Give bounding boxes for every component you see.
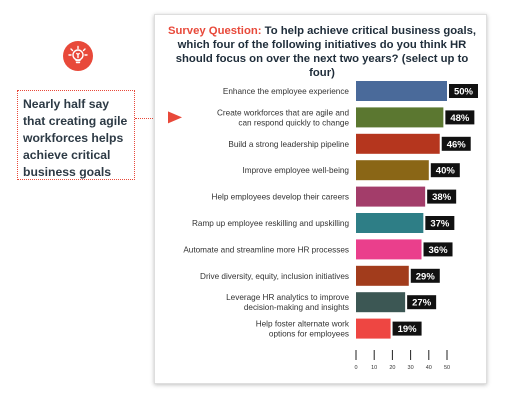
data-label-box — [425, 216, 455, 230]
category-label: Improve employee well-being — [243, 166, 350, 175]
data-label: 37% — [430, 219, 450, 230]
x-tick-label: 10 — [371, 365, 377, 371]
category-label: Ramp up employee reskilling and upskilli… — [192, 219, 349, 228]
x-tick-label: 20 — [389, 365, 395, 371]
callout-text: Nearly half say that creating agile work… — [23, 97, 128, 179]
bar — [356, 160, 429, 181]
data-label: 38% — [432, 192, 452, 203]
lightbulb-icon — [63, 41, 93, 71]
data-label: 48% — [450, 113, 470, 124]
category-label: Create workforces that are agile and — [217, 108, 349, 117]
callout-box — [17, 90, 135, 180]
category-label: Help foster alternate work — [256, 320, 350, 329]
data-label: 46% — [447, 139, 467, 150]
bar — [356, 265, 409, 286]
bar — [356, 213, 424, 233]
bar — [356, 107, 444, 128]
bar — [356, 318, 391, 339]
data-label: 36% — [429, 245, 449, 256]
data-label: 29% — [416, 271, 436, 282]
category-label: Enhance the employee experience — [223, 87, 350, 96]
callout-arrow-icon — [168, 111, 182, 124]
chart-title-text: To help achieve critical business goals,… — [175, 25, 477, 79]
chart-title-lead: Survey Question: — [167, 25, 262, 37]
x-tick-label: 50 — [444, 365, 450, 371]
category-label: Build a strong leadership pipeline — [228, 140, 349, 149]
data-label-box — [407, 295, 437, 310]
data-label-box — [441, 136, 471, 151]
data-label-box — [445, 110, 475, 125]
data-label-box — [449, 84, 478, 98]
data-label-box — [392, 321, 422, 336]
data-label-box — [430, 163, 460, 178]
chart-title: Survey Question: To help achieve critica… — [162, 24, 482, 80]
category-label: Automate and streamline more HR processe… — [183, 245, 349, 254]
bar — [356, 292, 406, 313]
data-label: 40% — [436, 166, 456, 177]
data-label: 27% — [412, 298, 432, 309]
data-label-box — [423, 242, 453, 257]
bar — [356, 186, 426, 207]
category-label: decision-making and insights — [244, 303, 349, 312]
category-label: can respond quickly to change — [238, 118, 349, 127]
bar — [356, 81, 447, 101]
bar — [356, 239, 422, 260]
data-label: 50% — [454, 87, 474, 98]
x-tick-label: 0 — [354, 365, 357, 371]
x-tick-label: 40 — [426, 365, 432, 371]
data-label-box — [410, 268, 440, 283]
bar — [356, 133, 440, 154]
category-label: Drive diversity, equity, inclusion initi… — [200, 272, 349, 281]
category-label: options for employees — [269, 330, 349, 339]
data-label-box — [427, 189, 457, 204]
category-label: Leverage HR analytics to improve — [226, 293, 349, 302]
category-label: Help employees develop their careers — [212, 193, 349, 202]
x-tick-label: 30 — [408, 365, 414, 371]
data-label: 19% — [398, 324, 418, 335]
